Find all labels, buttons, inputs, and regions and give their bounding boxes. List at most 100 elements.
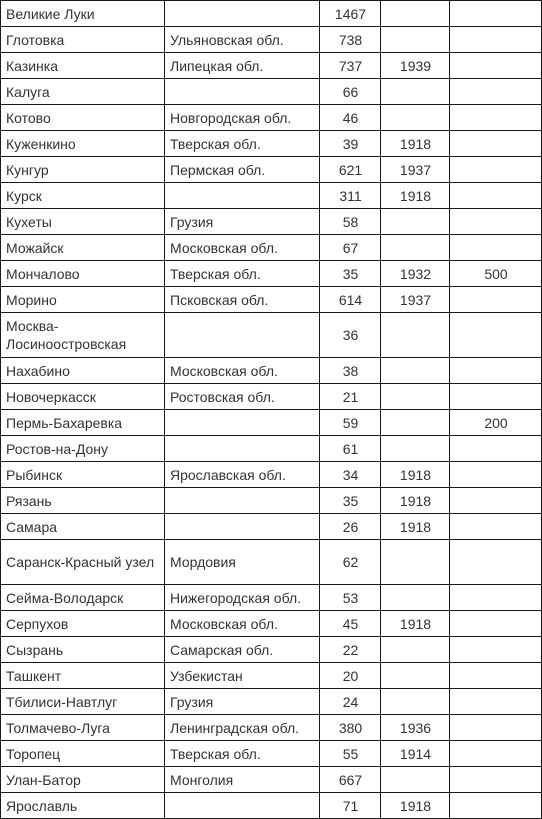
number-cell: 35 — [319, 260, 381, 287]
number-cell: 53 — [319, 584, 381, 611]
table-row: Пермь-Бахаревка 59 200 — [0, 409, 542, 436]
year-cell — [380, 78, 450, 105]
table-row: Толмачево-Луга Ленинградская обл. 380 1936 — [0, 714, 542, 741]
year-cell — [380, 584, 450, 611]
extra-value-cell — [449, 584, 542, 611]
region-cell — [164, 78, 320, 105]
table-row: Мончалово Тверская обл. 35 1932 500 — [0, 260, 542, 287]
year-cell — [380, 234, 450, 261]
city-name-cell: Улан-Батор — [0, 766, 165, 793]
table-row: Курск 311 1918 — [0, 182, 542, 209]
year-cell — [380, 766, 450, 793]
city-name-cell: Ташкент — [0, 662, 165, 689]
year-cell: 1937 — [380, 286, 450, 313]
year-cell — [380, 636, 450, 663]
region-cell: Тверская обл. — [164, 260, 320, 287]
number-cell: 1467 — [319, 0, 381, 27]
region-cell: Нижегородская обл. — [164, 584, 320, 611]
table-row: Котово Новгородская обл. 46 — [0, 104, 542, 131]
region-cell: Липецкая обл. — [164, 52, 320, 79]
table-row: Казинка Липецкая обл. 737 1939 — [0, 52, 542, 79]
city-name-cell: Ростов-на-Дону — [0, 435, 165, 462]
city-name-cell: Пермь-Бахаревка — [0, 409, 165, 436]
city-name-cell: Глотовка — [0, 26, 165, 53]
number-cell: 621 — [319, 156, 381, 183]
table-row: Кухеты Грузия 58 — [0, 208, 542, 235]
year-cell — [380, 312, 450, 358]
region-cell: Монголия — [164, 766, 320, 793]
extra-value-cell — [449, 357, 542, 384]
region-cell: Мордовия — [164, 539, 320, 585]
city-name-cell: Морино — [0, 286, 165, 313]
region-cell — [164, 487, 320, 514]
region-cell: Тверская обл. — [164, 130, 320, 157]
region-cell: Новгородская обл. — [164, 104, 320, 131]
number-cell: 58 — [319, 208, 381, 235]
region-cell: Ярославская обл. — [164, 461, 320, 488]
number-cell: 71 — [319, 792, 381, 819]
extra-value-cell — [449, 688, 542, 715]
number-cell: 737 — [319, 52, 381, 79]
region-cell: Грузия — [164, 208, 320, 235]
year-cell — [380, 0, 450, 27]
year-cell: 1918 — [380, 610, 450, 637]
table-row: Куженкино Тверская обл. 39 1918 — [0, 130, 542, 157]
city-name-cell: Серпухов — [0, 610, 165, 637]
table-row: Новочеркасск Ростовская обл. 21 — [0, 383, 542, 410]
region-cell — [164, 435, 320, 462]
table-row: Можайск Московская обл. 67 — [0, 234, 542, 261]
table-row: Сызрань Самарская обл. 22 — [0, 636, 542, 663]
year-cell — [380, 26, 450, 53]
table-row: Кунгур Пермская обл. 621 1937 — [0, 156, 542, 183]
table-row: Ростов-на-Дону 61 — [0, 435, 542, 462]
extra-value-cell — [449, 130, 542, 157]
extra-value-cell: 200 — [449, 409, 542, 436]
region-cell — [164, 409, 320, 436]
region-cell — [164, 792, 320, 819]
city-name-cell: Мончалово — [0, 260, 165, 287]
city-name-cell: Нахабино — [0, 357, 165, 384]
number-cell: 35 — [319, 487, 381, 514]
number-cell: 62 — [319, 539, 381, 585]
extra-value-cell — [449, 52, 542, 79]
city-name-cell: Курск — [0, 182, 165, 209]
table-row: Улан-Батор Монголия 667 — [0, 766, 542, 793]
extra-value-cell: 500 — [449, 260, 542, 287]
number-cell: 26 — [319, 513, 381, 540]
city-name-cell: Ярославль — [0, 792, 165, 819]
extra-value-cell — [449, 182, 542, 209]
year-cell: 1932 — [380, 260, 450, 287]
year-cell: 1918 — [380, 182, 450, 209]
extra-value-cell — [449, 435, 542, 462]
city-name-cell: Рыбинск — [0, 461, 165, 488]
extra-value-cell — [449, 636, 542, 663]
year-cell — [380, 688, 450, 715]
number-cell: 21 — [319, 383, 381, 410]
number-cell: 22 — [319, 636, 381, 663]
region-cell: Самарская обл. — [164, 636, 320, 663]
city-name-cell: Толмачево-Луга — [0, 714, 165, 741]
number-cell: 55 — [319, 740, 381, 767]
table-row: Москва-Лосиноостровская 36 — [0, 312, 542, 358]
region-cell: Узбекистан — [164, 662, 320, 689]
table-row: Нахабино Московская обл. 38 — [0, 357, 542, 384]
table-row: Ташкент Узбекистан 20 — [0, 662, 542, 689]
city-name-cell: Самара — [0, 513, 165, 540]
number-cell: 66 — [319, 78, 381, 105]
extra-value-cell — [449, 208, 542, 235]
region-cell: Московская обл. — [164, 357, 320, 384]
table-row: Калуга 66 — [0, 78, 542, 105]
extra-value-cell — [449, 234, 542, 261]
region-cell: Грузия — [164, 688, 320, 715]
city-name-cell: Тбилиси-Навтлуг — [0, 688, 165, 715]
number-cell: 667 — [319, 766, 381, 793]
extra-value-cell — [449, 662, 542, 689]
extra-value-cell — [449, 610, 542, 637]
table-row: Самара 26 1918 — [0, 513, 542, 540]
region-cell — [164, 182, 320, 209]
extra-value-cell — [449, 312, 542, 358]
number-cell: 45 — [319, 610, 381, 637]
city-name-cell: Новочеркасск — [0, 383, 165, 410]
